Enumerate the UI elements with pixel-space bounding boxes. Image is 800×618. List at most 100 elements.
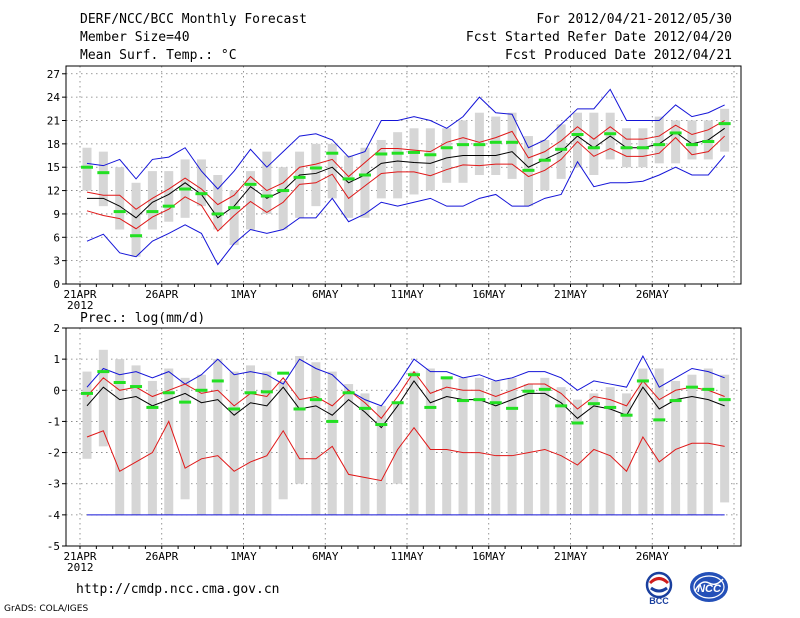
observation-mark <box>326 419 339 423</box>
plot-frame <box>65 65 742 285</box>
ncc-logo-text: NCC <box>697 583 722 595</box>
y-tick-label: -4 <box>47 509 61 522</box>
observation-mark <box>97 171 110 175</box>
y-tick-label: 24 <box>47 91 61 104</box>
observation-mark <box>277 189 290 193</box>
ensemble-box <box>164 368 174 515</box>
observation-mark <box>113 381 126 384</box>
y-tick-label: -1 <box>47 415 60 428</box>
observation-mark <box>358 406 371 410</box>
observation-mark <box>179 187 192 191</box>
ensemble-box <box>278 380 288 500</box>
observation-mark <box>685 385 698 389</box>
observation-mark <box>669 399 682 403</box>
observation-mark <box>571 133 584 137</box>
y-tick-label: 12 <box>47 185 60 198</box>
x-tick-label: 1MAY <box>230 288 257 301</box>
ensemble-box <box>491 116 501 175</box>
ensemble-box <box>523 384 533 515</box>
spread-lower-line <box>86 135 725 232</box>
x-tick-year: 2012 <box>67 561 94 574</box>
observation-mark <box>244 391 257 395</box>
observation-mark <box>293 175 306 179</box>
ensemble-box <box>540 139 550 191</box>
x-tick-label: 11MAY <box>390 288 423 301</box>
chart-title: DERF/NCC/BCC Monthly Forecast <box>80 12 307 27</box>
ensemble-box <box>262 151 272 214</box>
ensemble-box <box>442 128 452 183</box>
x-tick-label: 21MAY <box>554 288 587 301</box>
ensemble-box <box>393 132 403 199</box>
ensemble-box <box>131 365 141 515</box>
ensemble-mean-line <box>86 380 725 429</box>
observation-mark <box>685 143 698 147</box>
observation-mark <box>260 390 273 394</box>
y-tick-label: 27 <box>47 68 60 81</box>
x-tick-label: 16MAY <box>472 288 505 301</box>
observation-mark <box>162 391 175 395</box>
ensemble-box <box>295 356 305 484</box>
observation-mark <box>391 151 404 155</box>
x-tick-label: 16MAY <box>472 550 505 563</box>
observation-mark <box>244 182 257 186</box>
observation-mark <box>81 391 93 395</box>
observation-mark <box>424 153 437 157</box>
ncc-logo: NCC <box>690 572 728 602</box>
observation-mark <box>457 399 470 403</box>
ensemble-box <box>556 387 566 515</box>
observation-mark <box>718 122 731 126</box>
ensemble-box <box>360 147 370 218</box>
ensemble-box <box>327 143 337 199</box>
x-tick-label: 1MAY <box>230 550 257 563</box>
x-tick-label: 26MAY <box>636 550 669 563</box>
y-tick-label: 15 <box>47 161 60 174</box>
observation-mark <box>130 234 143 238</box>
x-tick-label: 21MAY <box>554 550 587 563</box>
observation-mark <box>636 146 649 150</box>
fcst-started-date: Fcst Started Refer Date 2012/04/20 <box>465 30 732 45</box>
ensemble-box <box>687 374 697 515</box>
observation-mark <box>653 418 666 422</box>
y-tick-label: 18 <box>47 138 60 151</box>
ensemble-box <box>246 365 255 515</box>
observation-mark <box>604 405 617 409</box>
observation-mark <box>489 401 502 405</box>
observation-mark <box>555 404 568 408</box>
ensemble-box <box>376 405 386 515</box>
x-tick-label: 21APR <box>63 550 96 563</box>
observation-mark <box>473 398 486 402</box>
source-url[interactable]: http://cmdp.ncc.cma.gov.cn <box>76 582 280 597</box>
bcc-logo: BCC <box>645 571 673 606</box>
observation-mark <box>669 131 682 135</box>
ensemble-box <box>589 393 599 515</box>
ensemble-box <box>327 371 337 515</box>
ensemble-box <box>115 167 125 230</box>
precip-panel-title: Prec.: log(mm/d) <box>80 311 205 326</box>
observation-mark <box>309 398 322 402</box>
ensemble-box <box>474 377 484 515</box>
observation-mark <box>179 400 192 404</box>
y-tick-label: 2 <box>53 322 60 335</box>
y-tick-label: -5 <box>47 540 60 553</box>
y-tick-label: -3 <box>47 478 60 491</box>
y-tick-label: 0 <box>53 384 60 397</box>
observation-mark <box>440 146 453 150</box>
observation-mark <box>473 143 486 147</box>
observation-mark <box>408 150 420 154</box>
ensemble-box <box>147 380 157 515</box>
ensemble-box <box>115 359 125 515</box>
observation-mark <box>309 166 322 170</box>
ensemble-box <box>573 112 582 168</box>
ensemble-box <box>196 159 206 207</box>
y-tick-label: 6 <box>53 231 60 244</box>
ensemble-box <box>262 371 272 515</box>
observation-mark <box>342 177 355 181</box>
ensemble-box <box>491 380 501 515</box>
ensemble-box <box>507 112 517 179</box>
observation-mark <box>260 194 273 198</box>
observation-mark <box>620 146 633 150</box>
spread-lower-line <box>86 420 725 482</box>
observation-mark <box>457 143 470 147</box>
